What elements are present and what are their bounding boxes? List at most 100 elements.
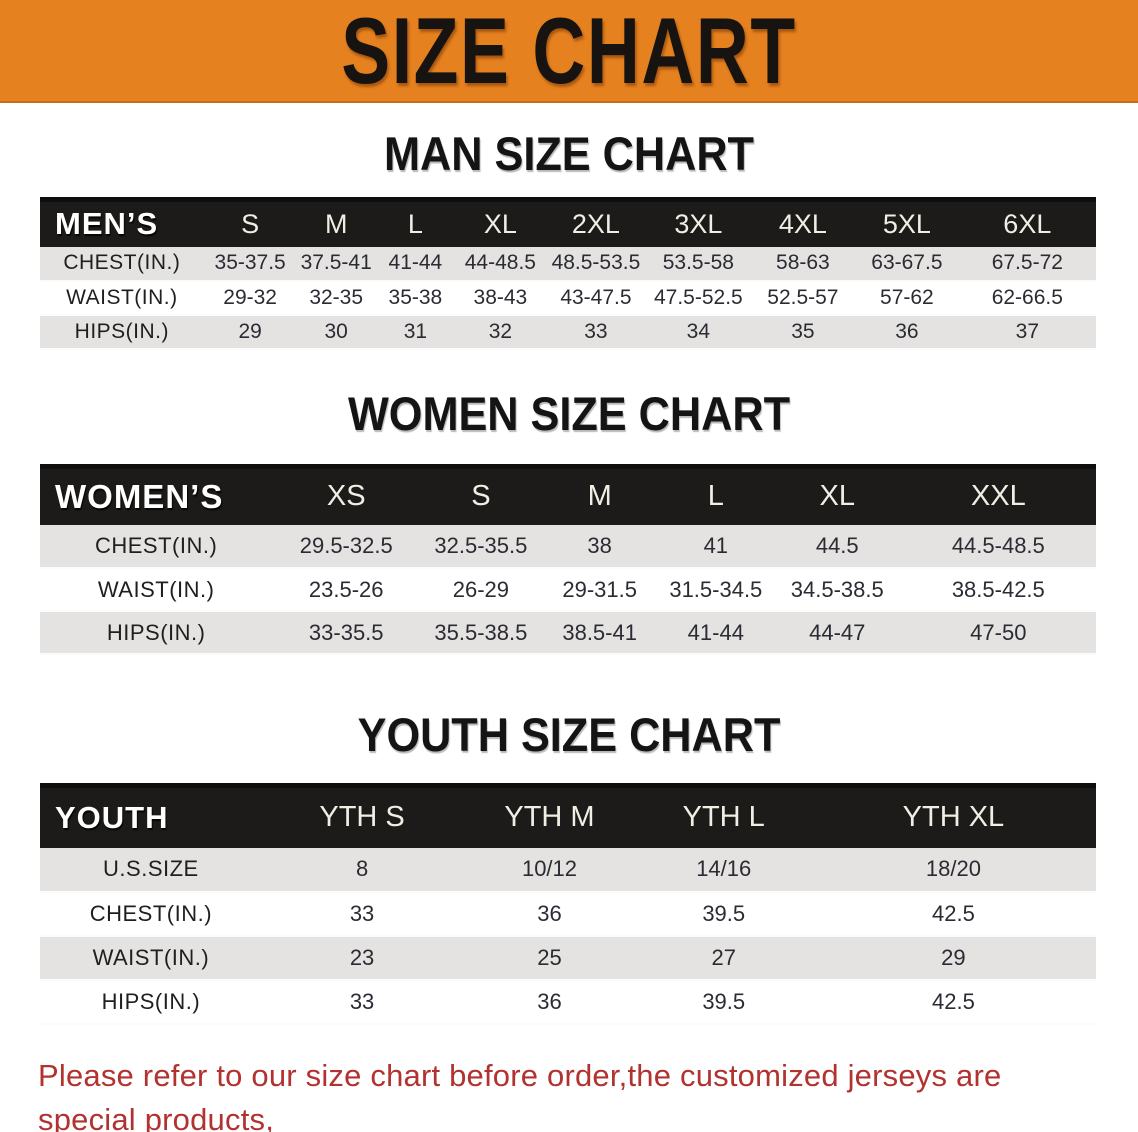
youth-size-value: 14/16 (696, 856, 752, 881)
order-disclaimer: Please refer to our size chart before or… (38, 1054, 1100, 1132)
youth-header-row: YOUTH YTH S YTH M YTH L YTH XL (40, 785, 1096, 848)
women-size-value: 38 (587, 533, 612, 558)
men-size-chart-section: MAN SIZE CHART MEN’S S M L XL 2XL 3XL 4XL 5XL 6XL… (0, 130, 1138, 350)
men-column-header: 5XL (855, 199, 959, 247)
men-column-header: M (296, 199, 376, 247)
women-size-value: 47-50 (970, 619, 1027, 645)
youth-table-row: U.S.SIZE 8 10/12 14/16 18/20 (40, 847, 1096, 892)
youth-table-row: WAIST(IN.) 23 25 27 29 (40, 935, 1096, 980)
men-size-value: 52.5-57 (767, 285, 839, 309)
women-size-value: 41-44 (687, 619, 744, 645)
men-size-value: 35-38 (388, 285, 443, 309)
men-row-label: CHEST(IN.) (63, 251, 181, 274)
men-group-label: MEN’S (40, 199, 204, 247)
youth-size-value: 42.5 (932, 988, 975, 1014)
women-size-value: 38.5-42.5 (951, 576, 1045, 602)
youth-size-value: 23 (349, 944, 375, 970)
men-size-value: 57-62 (880, 285, 934, 309)
men-size-value: 62-66.5 (991, 285, 1063, 309)
youth-size-value: 42.5 (932, 900, 975, 926)
men-size-value: 34 (686, 319, 711, 343)
men-size-value: 29-32 (223, 285, 277, 309)
women-size-value: 29-31.5 (562, 576, 637, 602)
women-row-label: CHEST(IN.) (94, 533, 218, 558)
men-column-header: S (203, 199, 297, 247)
youth-size-value: 10/12 (521, 856, 578, 881)
youth-row-label: HIPS(IN.) (101, 988, 201, 1014)
women-size-value: 44.5 (815, 533, 859, 558)
women-group-label: WOMEN’S (40, 466, 273, 525)
youth-size-value: 25 (537, 944, 562, 970)
men-size-value: 35-37.5 (214, 251, 286, 274)
women-size-value: 34.5-38.5 (790, 576, 884, 602)
youth-size-value: 8 (355, 856, 369, 881)
youth-table-row: CHEST(IN.) 33 36 39.5 42.5 (40, 891, 1096, 936)
women-table-row: CHEST(IN.) 29.5-32.5 32.5-35.5 38 41 44.5 44.5… (40, 525, 1096, 568)
youth-size-value: 39.5 (702, 900, 746, 926)
women-column-header: M (541, 466, 658, 525)
women-column-header: XXL (900, 466, 1096, 525)
youth-size-value: 27 (711, 944, 736, 970)
men-size-value: 63-67.5 (871, 251, 943, 274)
women-column-header: XS (272, 466, 421, 525)
women-size-value: 26-29 (452, 576, 509, 602)
men-size-value: 32-35 (309, 285, 364, 309)
men-size-value: 37 (1015, 319, 1039, 343)
disclaimer-line-1: Please refer to our size chart before or… (38, 1057, 1002, 1132)
men-size-value: 67.5-72 (991, 251, 1063, 274)
women-size-value: 33-35.5 (308, 619, 384, 645)
size-chart-banner: SIZE CHART (0, 0, 1138, 103)
men-row-label: WAIST(IN.) (66, 285, 178, 309)
women-row-label: WAIST(IN.) (97, 576, 215, 602)
men-size-value: 29 (238, 319, 262, 343)
men-size-value: 44-48.5 (464, 251, 536, 274)
youth-group-label: YOUTH (40, 785, 262, 848)
women-size-value: 32.5-35.5 (434, 533, 528, 558)
youth-column-header: YTH S (261, 785, 463, 848)
youth-size-value: 33 (349, 988, 375, 1014)
women-table-row: WAIST(IN.) 23.5-26 26-29 29-31.5 31.5-34.5 34… (40, 568, 1096, 611)
women-header-row: WOMEN’S XS S M L XL XXL (40, 466, 1096, 525)
women-column-header: L (657, 466, 774, 525)
men-size-value: 31 (403, 319, 428, 343)
women-size-value: 35.5-38.5 (434, 619, 528, 645)
youth-row-label: CHEST(IN.) (89, 900, 213, 926)
men-row-label: HIPS(IN.) (74, 319, 169, 343)
men-header-row: MEN’S S M L XL 2XL 3XL 4XL 5XL 6XL (40, 199, 1096, 247)
youth-section-title: YOUTH SIZE CHART (357, 708, 781, 761)
men-size-value: 41-44 (388, 251, 443, 274)
women-table-row: HIPS(IN.) 33-35.5 35.5-38.5 38.5-41 41-44 44-… (40, 611, 1096, 654)
men-size-value: 38-43 (473, 285, 528, 309)
youth-column-header: YTH XL (810, 785, 1096, 848)
men-table-row: CHEST(IN.) 35-37.5 37.5-41 41-44 44-48.5 48.5… (40, 246, 1096, 281)
men-table-row: WAIST(IN.) 29-32 32-35 35-38 38-43 43-47.5 47.… (40, 280, 1096, 315)
men-column-header: 4XL (750, 199, 856, 247)
youth-row-label: WAIST(IN.) (92, 944, 210, 970)
youth-column-header: YTH M (462, 785, 637, 848)
men-column-header: 3XL (646, 199, 751, 247)
men-section-title: MAN SIZE CHART (384, 127, 754, 180)
women-size-value: 44-47 (809, 619, 866, 645)
men-column-header: 2XL (545, 199, 647, 247)
women-size-table: WOMEN’S XS S M L XL XXL CHEST(IN.) 29.5-32.5 32.5… (40, 463, 1096, 655)
youth-table-row: HIPS(IN.) 33 36 39.5 42.5 (40, 979, 1096, 1024)
men-size-value: 43-47.5 (560, 285, 632, 309)
men-column-header: L (375, 199, 455, 247)
men-size-table: MEN’S S M L XL 2XL 3XL 4XL 5XL 6XL CHEST(IN.) 35-37… (40, 197, 1096, 350)
men-size-value: 36 (895, 319, 919, 343)
men-size-value: 32 (488, 319, 513, 343)
women-size-chart-section: WOMEN SIZE CHART WOMEN’S XS S M L XL XXL CHEST(… (0, 390, 1138, 655)
youth-size-value: 36 (537, 900, 562, 926)
youth-column-header: YTH L (636, 785, 811, 848)
men-column-header: XL (454, 199, 546, 247)
women-column-header: XL (773, 466, 901, 525)
men-size-value: 53.5-58 (662, 251, 734, 274)
men-size-value: 33 (584, 319, 608, 343)
youth-size-table: YOUTH YTH S YTH M YTH L YTH XL U.S.SIZE 8 10/12… (40, 783, 1096, 1025)
youth-size-chart-section: YOUTH SIZE CHART YOUTH YTH S YTH M YTH L YTH… (0, 711, 1138, 1025)
women-size-value: 41 (703, 533, 729, 558)
page-title: SIZE CHART (341, 0, 797, 103)
youth-row-label: U.S.SIZE (103, 856, 199, 881)
men-size-value: 35 (791, 319, 815, 343)
men-size-value: 58-63 (776, 251, 830, 274)
